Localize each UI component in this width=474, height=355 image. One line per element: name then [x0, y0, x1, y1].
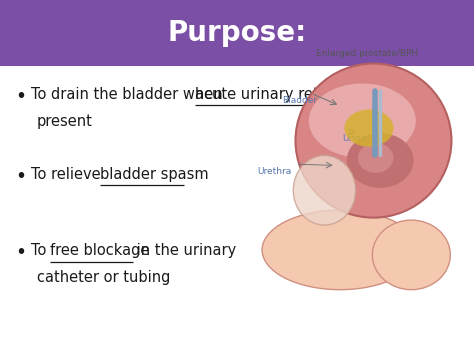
Ellipse shape — [358, 143, 393, 173]
Text: catheter or tubing: catheter or tubing — [37, 270, 170, 285]
Text: •: • — [15, 87, 26, 106]
Ellipse shape — [347, 133, 413, 188]
Text: is: is — [339, 87, 356, 102]
Text: acute urinary retention: acute urinary retention — [195, 87, 365, 102]
Ellipse shape — [295, 64, 451, 218]
Text: in the urinary: in the urinary — [132, 243, 236, 258]
Ellipse shape — [309, 83, 416, 158]
Text: Purpose:: Purpose: — [167, 19, 307, 47]
Text: Urethra: Urethra — [258, 166, 292, 176]
Ellipse shape — [345, 109, 393, 147]
Text: bladder spasm: bladder spasm — [100, 167, 209, 182]
Ellipse shape — [373, 220, 450, 290]
Text: To: To — [31, 243, 51, 258]
Text: Urine: Urine — [342, 134, 366, 143]
Text: •: • — [15, 243, 26, 262]
Text: present: present — [37, 114, 93, 129]
Ellipse shape — [293, 155, 356, 225]
Text: Enlarged prostate/BPH: Enlarged prostate/BPH — [316, 49, 418, 58]
Bar — [0, 0, 474, 66]
Ellipse shape — [262, 210, 418, 290]
Text: free blockage: free blockage — [50, 243, 149, 258]
Text: To relieve: To relieve — [31, 167, 105, 182]
Text: •: • — [15, 167, 26, 186]
Text: To drain the bladder when: To drain the bladder when — [31, 87, 227, 102]
Text: Bladder: Bladder — [282, 96, 317, 105]
